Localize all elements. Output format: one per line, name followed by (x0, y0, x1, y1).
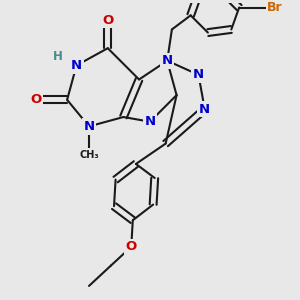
Text: O: O (126, 240, 137, 253)
Text: N: N (162, 54, 173, 67)
Text: Br: Br (267, 1, 283, 14)
Text: O: O (102, 14, 113, 27)
Text: N: N (199, 103, 210, 116)
Text: N: N (71, 59, 82, 72)
Text: N: N (193, 68, 204, 81)
Text: CH₃: CH₃ (79, 150, 99, 160)
Text: H: H (53, 50, 63, 62)
Text: N: N (144, 115, 156, 128)
Text: O: O (30, 93, 41, 106)
Text: N: N (83, 120, 94, 133)
